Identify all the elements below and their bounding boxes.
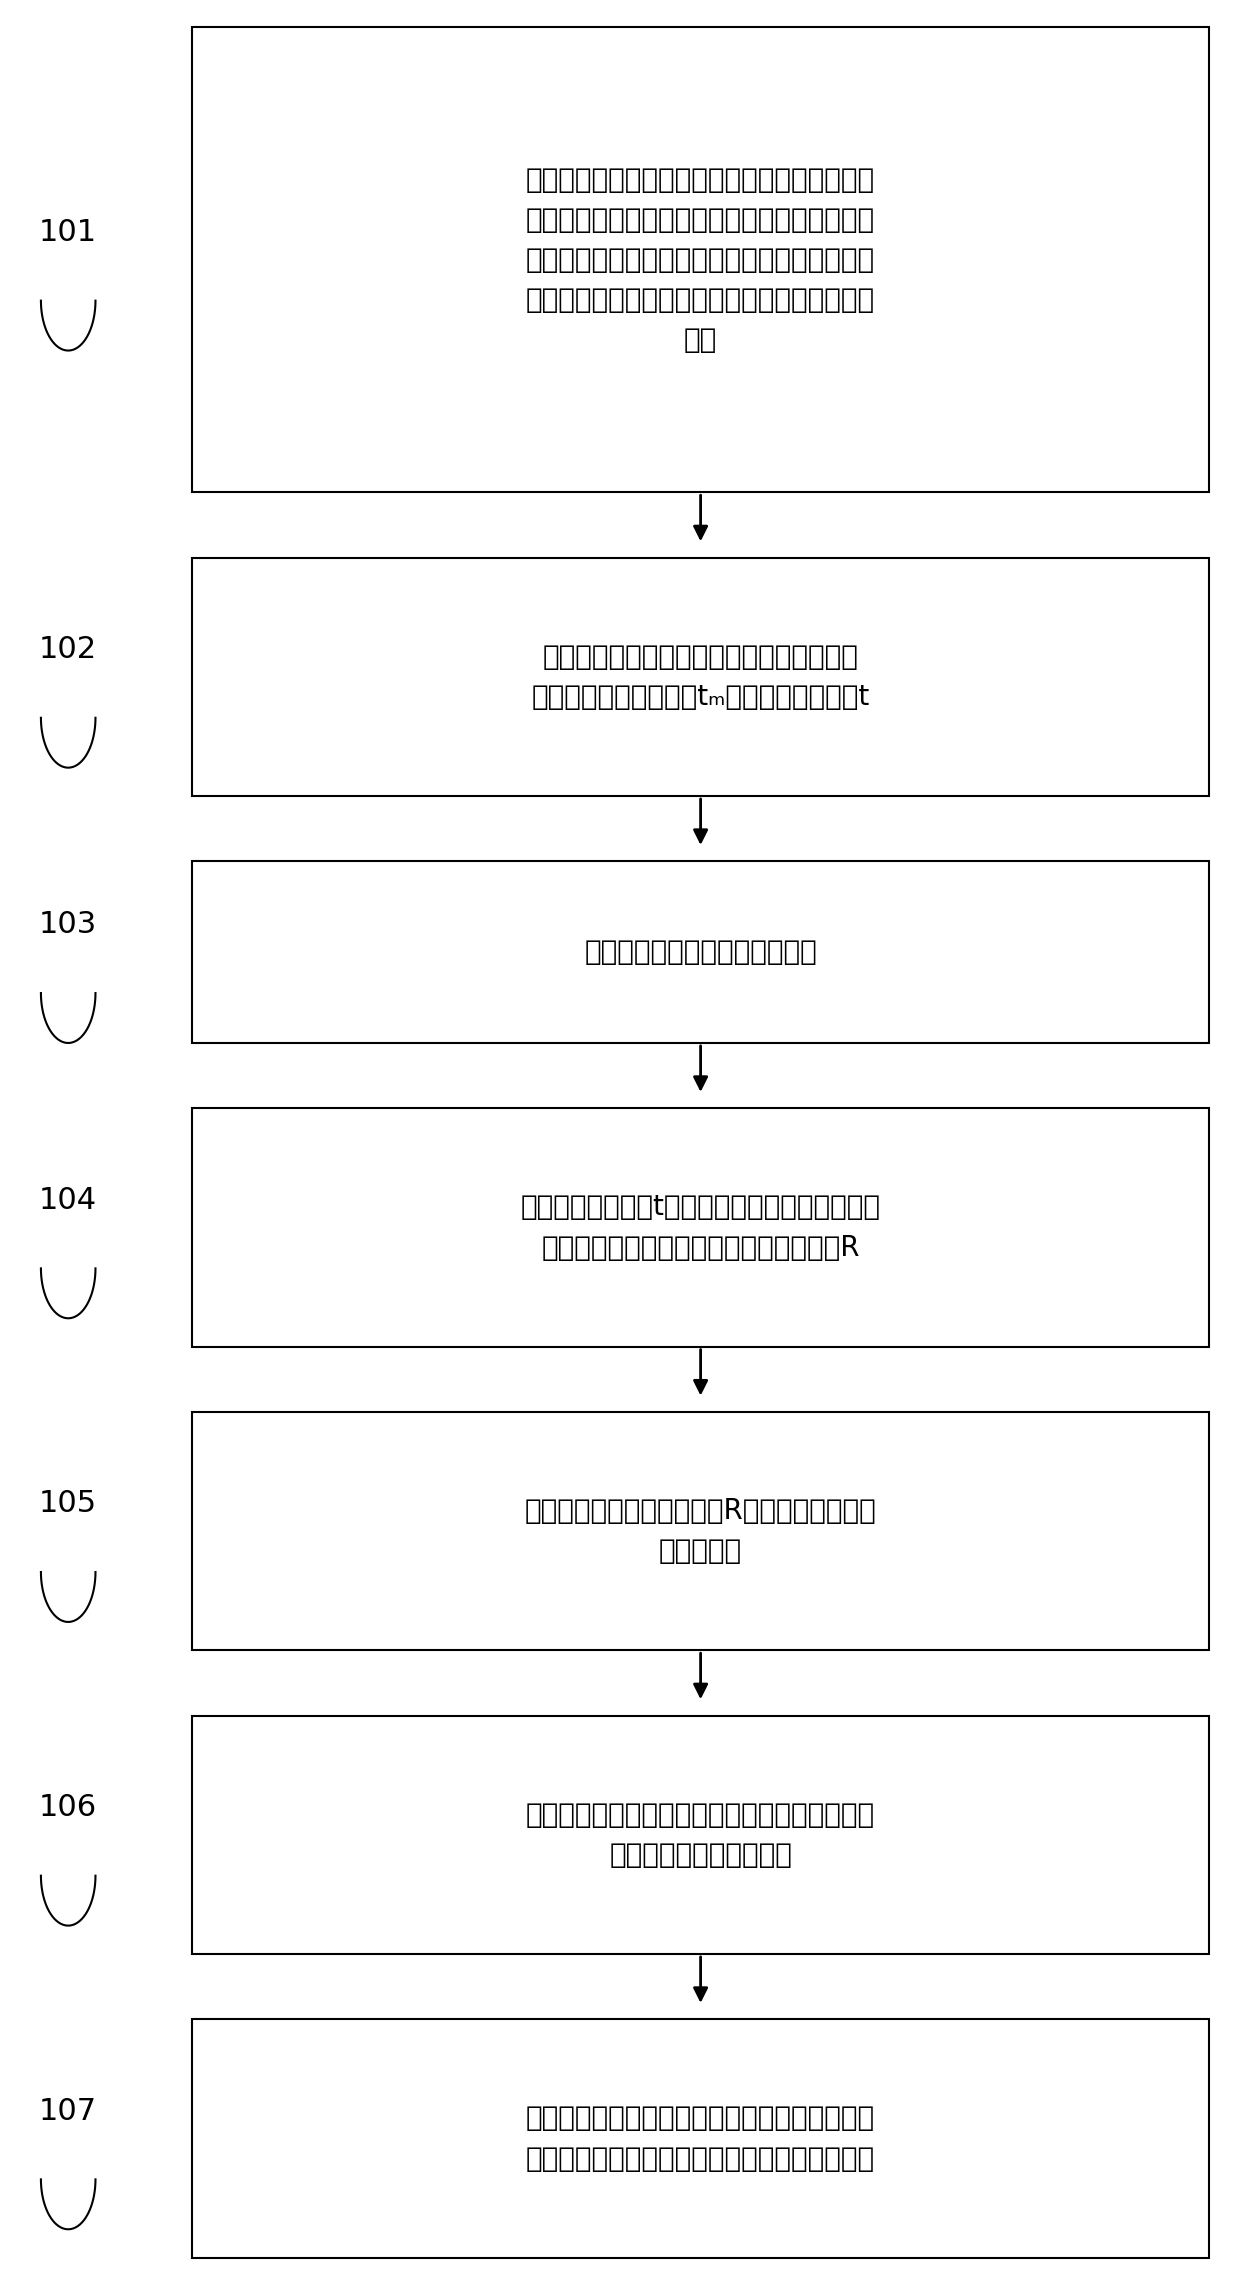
Bar — [192, 2019, 1209, 2258]
Text: 102: 102 — [40, 635, 97, 665]
Text: 将样品的出峰时间t匹配到样品等效球体半径特征
曲线，得到对应的样品离子等效球体半径R: 将样品的出峰时间t匹配到样品等效球体半径特征 曲线，得到对应的样品离子等效球体半… — [521, 1193, 880, 1262]
Text: 获得样品等效球体半径特征曲线: 获得样品等效球体半径特征曲线 — [584, 937, 817, 967]
Text: 104: 104 — [40, 1187, 97, 1214]
Bar — [192, 862, 1209, 1044]
Text: 检测器在毛细管的检测窗口进行检测，获得
中性标记物的出峰时间tₘ与样品的出峰时间t: 检测器在毛细管的检测窗口进行检测，获得 中性标记物的出峰时间tₘ与样品的出峰时间… — [532, 642, 869, 710]
Text: 注射泵向毛细管的进样端注入缓冲液并持续第一
时间段，此后进样泵向毛细管的进样端注入样品
溶液，进样完成后注射泵再次向毛细管的进样端
注入缓冲液，同时在毛细管的两: 注射泵向毛细管的进样端注入缓冲液并持续第一 时间段，此后进样泵向毛细管的进样端注… — [526, 166, 875, 354]
Text: 将构象的长宽比和等效迎风半径匹配到样品椭圆
重构限制曲线，获得实验条件下样品的构象分布: 将构象的长宽比和等效迎风半径匹配到样品椭圆 重构限制曲线，获得实验条件下样品的构… — [526, 2103, 875, 2174]
Text: 105: 105 — [40, 1488, 97, 1518]
Text: 107: 107 — [40, 2097, 97, 2126]
Text: 采用分子模拟获得样品的构象库并进而得到构象
的长宽比和等效迎风半径: 采用分子模拟获得样品的构象库并进而得到构象 的长宽比和等效迎风半径 — [526, 1802, 875, 1870]
Text: 103: 103 — [40, 910, 97, 939]
Text: 101: 101 — [40, 218, 97, 247]
Bar — [192, 1411, 1209, 1650]
Bar — [192, 27, 1209, 492]
Text: 106: 106 — [40, 1793, 97, 1822]
Bar — [192, 558, 1209, 796]
Text: 根据样品离子等效球体半径R，获得样品椭圆重
构限制曲线: 根据样品离子等效球体半径R，获得样品椭圆重 构限制曲线 — [525, 1498, 877, 1566]
Bar — [192, 1110, 1209, 1348]
Bar — [192, 1715, 1209, 1954]
